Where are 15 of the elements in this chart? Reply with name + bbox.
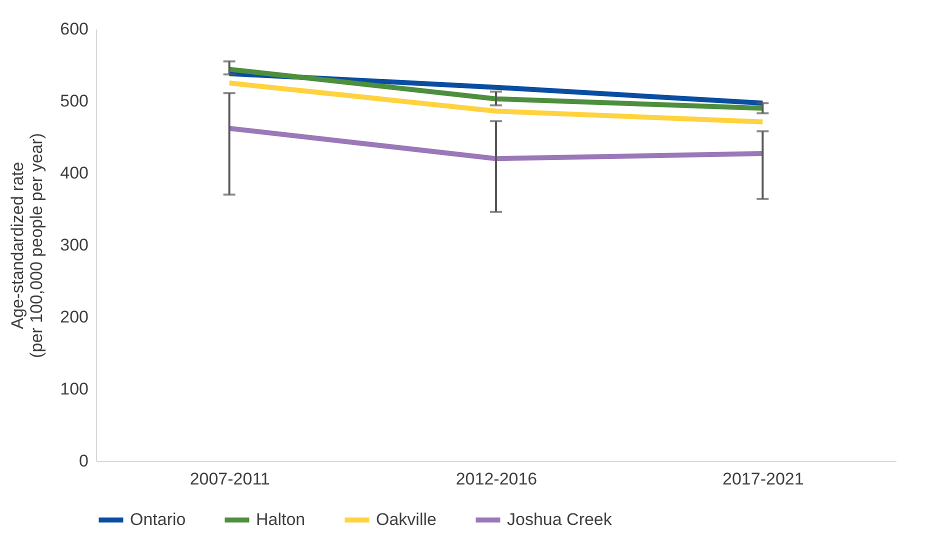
x-tick-label: 2007-2011 — [190, 470, 270, 488]
y-tick-label: 200 — [60, 308, 88, 326]
legend-label: Halton — [256, 510, 306, 529]
y-tick-label: 0 — [79, 452, 88, 470]
y-tick-label: 500 — [60, 92, 88, 110]
y-tick-label: 600 — [60, 20, 88, 38]
legend-label: Oakville — [376, 510, 436, 529]
y-tick-label: 100 — [60, 380, 88, 398]
y-tick-label: 400 — [60, 164, 88, 182]
legend-label: Joshua Creek — [507, 510, 612, 529]
y-tick-label: 300 — [60, 236, 88, 254]
legend-label: Ontario — [130, 510, 186, 529]
x-tick-label: 2017-2021 — [722, 470, 804, 488]
x-tick-label: 2012-2016 — [456, 470, 538, 488]
y-axis-title: Age-standardized rate (per 100,000 people per year) — [8, 133, 46, 358]
